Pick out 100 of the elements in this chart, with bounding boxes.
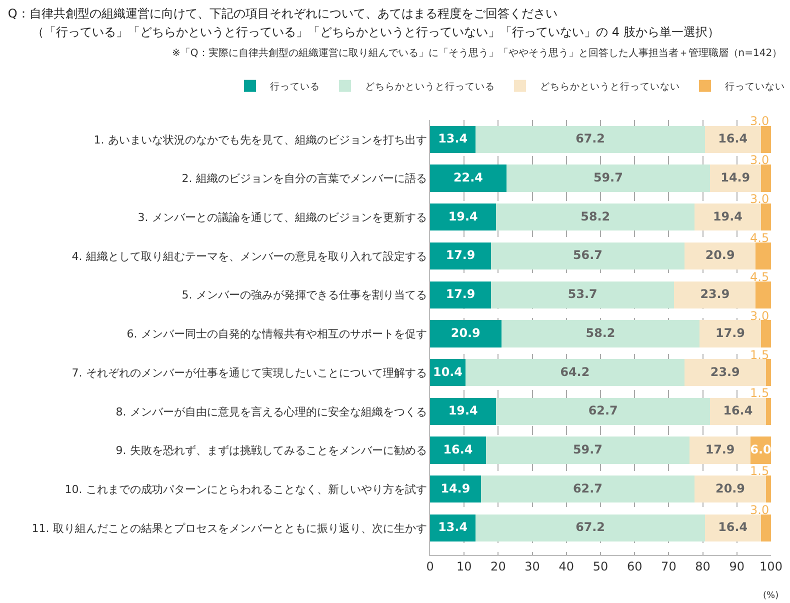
bar <box>704 514 761 542</box>
data-label: 17.9 <box>446 248 476 262</box>
bar <box>430 398 496 426</box>
data-label: 19.4 <box>448 209 478 224</box>
bar <box>684 358 766 386</box>
bar <box>710 398 766 426</box>
data-label: 19.4 <box>448 404 478 418</box>
bar <box>766 476 771 503</box>
bar <box>710 164 761 192</box>
bar <box>756 281 771 308</box>
x-axis-title: (%) <box>763 591 779 601</box>
data-label: 4.5 <box>750 270 770 284</box>
y-tick-label: 5. メンバーの強みが発揮できる仕事を割り当てる <box>182 288 427 302</box>
x-tick-label: 50 <box>592 559 608 574</box>
data-label: 23.9 <box>700 287 730 302</box>
data-label: 1.5 <box>750 386 770 400</box>
bar <box>465 358 684 386</box>
data-label: 16.4 <box>723 404 753 418</box>
chart-subtitle: ※「Q：実際に自律共創型の組織運営に取り組んでいる」に「そう思う」「ややそう思う」と回答した人事担当者＋管理職層（n=142） <box>172 47 782 59</box>
text: （「行っている」「どちらかというと行っている」「どちらかというと行っていない」「行っていない」の 4 肢から単一選択） <box>32 25 720 39</box>
y-tick-label: 10. これまでの成功パターンにとらわれることなく、新しいやり方を試す <box>64 482 427 496</box>
bar <box>496 204 695 231</box>
data-label: 17.9 <box>705 442 735 457</box>
bar <box>694 476 766 503</box>
data-label: 53.7 <box>568 287 598 302</box>
bar <box>506 164 710 192</box>
x-tick-label: 100 <box>760 559 782 574</box>
data-label: 20.9 <box>705 248 735 262</box>
data-label: 19.4 <box>712 209 742 224</box>
data-label: 58.2 <box>586 326 616 340</box>
legend-label: 行っていない <box>725 82 785 93</box>
bar <box>694 204 761 231</box>
data-label: 1.5 <box>750 348 770 362</box>
data-label: 17.9 <box>716 326 745 340</box>
legend-label: どちらかというと行っていない <box>540 82 680 93</box>
data-label: 1.5 <box>750 464 770 478</box>
data-label: 3.0 <box>750 153 770 167</box>
bar <box>430 164 506 192</box>
x-tick-label: 90 <box>729 559 745 574</box>
bar <box>430 242 492 270</box>
legend-label: どちらかというと行っている <box>365 82 495 93</box>
data-label: 67.2 <box>576 132 605 146</box>
bar <box>704 126 761 154</box>
y-tick-label: 6. メンバー同士の自発的な情報共有や相互のサポートを促す <box>126 328 427 341</box>
data-label: 22.4 <box>453 170 483 185</box>
bar <box>476 514 705 542</box>
bar <box>501 320 700 348</box>
x-tick-label: 20 <box>490 559 506 574</box>
data-label: 16.4 <box>718 520 748 534</box>
bar <box>430 436 486 464</box>
bar <box>430 320 502 348</box>
data-label: 16.4 <box>443 442 473 457</box>
x-tick-label: 10 <box>456 559 472 574</box>
bar <box>760 164 771 192</box>
bar <box>486 436 690 464</box>
legend-label: 行っている <box>270 82 320 93</box>
data-label: 3.0 <box>750 309 770 323</box>
data-label: 62.7 <box>573 481 602 496</box>
data-label: 16.4 <box>718 132 748 146</box>
x-tick-label: 60 <box>626 559 642 574</box>
y-tick-label: 11. 取り組んだことの結果とプロセスをメンバーとともに振り返り、次に生かす <box>32 522 427 535</box>
x-tick-label: 0 <box>426 559 434 574</box>
y-tick-label: 2. 組織のビジョンを自分の言葉でメンバーに語る <box>182 172 427 186</box>
data-label: 3.0 <box>750 114 770 128</box>
bar <box>760 320 771 348</box>
data-label: 6.0 <box>750 442 772 457</box>
data-label: 59.7 <box>573 442 602 457</box>
data-label: 64.2 <box>560 364 590 379</box>
data-label: 17.9 <box>446 287 476 302</box>
data-label: 56.7 <box>573 248 602 262</box>
data-label: 62.7 <box>588 404 618 418</box>
data-label: 13.4 <box>438 132 468 146</box>
bar <box>491 242 684 270</box>
bar <box>491 281 674 308</box>
bar <box>760 126 771 154</box>
data-label: 58.2 <box>580 209 610 224</box>
x-tick-label: 80 <box>695 559 710 574</box>
y-tick-label: 4. 組織として取り組むテーマを、メンバーの意見を取り入れて設定する <box>72 250 427 263</box>
bar <box>756 242 771 270</box>
bar <box>690 436 751 464</box>
bar <box>496 398 710 426</box>
bar <box>480 476 695 503</box>
text: Q：自律共創型の組織運営に向けて、下記の項目それぞれについて、あてはまる程度をご回答ください <box>8 6 558 20</box>
y-tick-label: 8. メンバーが自由に意見を言える心理的に安全な組織をつくる <box>116 405 427 418</box>
x-tick-label: 30 <box>524 559 540 574</box>
y-tick-label: 3. メンバーとの議論を通じて、組織のビジョンを更新する <box>138 210 427 224</box>
data-label: 23.9 <box>710 364 740 379</box>
data-label: 67.2 <box>576 520 605 534</box>
bar <box>430 281 492 308</box>
data-label: 3.0 <box>750 192 770 206</box>
bar <box>430 476 481 503</box>
data-label: 20.9 <box>450 326 480 340</box>
data-label: 14.9 <box>440 481 470 496</box>
bar <box>760 204 771 231</box>
bar <box>700 320 761 348</box>
y-tick-label: 9. 失敗を恐れず、まずは挑戦してみることをメンバーに勧める <box>116 444 427 458</box>
bar <box>476 126 705 154</box>
y-tick-label: 7. それぞれのメンバーが仕事を通じて実現したいことについて理解する <box>72 366 427 380</box>
data-label: 4.5 <box>750 231 770 245</box>
data-label: 20.9 <box>716 481 745 496</box>
